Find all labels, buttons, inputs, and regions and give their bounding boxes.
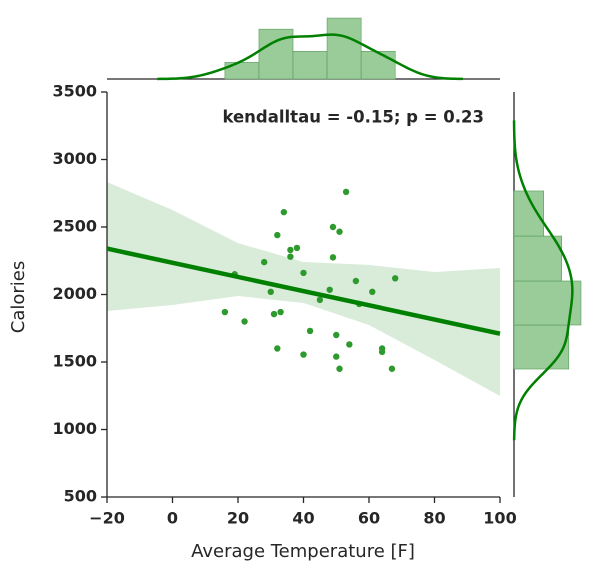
point	[333, 353, 340, 360]
y-tick-label: 3000	[52, 149, 97, 168]
point	[352, 277, 360, 285]
point	[326, 286, 333, 293]
x-tick-label: 100	[483, 509, 516, 528]
point	[287, 246, 294, 254]
point	[329, 254, 337, 261]
point	[241, 318, 248, 325]
x-axis-label: Average Temperature [F]	[191, 541, 415, 562]
point	[336, 228, 343, 235]
y-axis-label: Calories	[8, 261, 29, 333]
point	[388, 365, 396, 372]
histogram-bar	[513, 235, 562, 282]
x-tick-label: 20	[227, 509, 249, 528]
point	[336, 365, 343, 372]
point	[316, 296, 324, 304]
x-tick-label: −20	[89, 509, 125, 528]
point	[333, 331, 340, 339]
histogram-bar	[360, 51, 396, 80]
x-tick-label: 40	[292, 509, 314, 528]
point	[277, 308, 284, 316]
point	[329, 223, 337, 231]
point	[300, 351, 307, 358]
histogram-bar	[292, 51, 328, 80]
point	[221, 308, 229, 316]
histogram-bar	[513, 324, 570, 370]
y-tick-label: 2500	[52, 217, 97, 236]
point	[378, 348, 386, 356]
x-tick-label: 80	[423, 509, 445, 528]
histogram-bar	[326, 17, 362, 80]
point	[300, 269, 307, 277]
point	[342, 188, 350, 196]
point	[274, 231, 281, 239]
y-tick-label: 3500	[52, 82, 97, 101]
y-tick-label: 1000	[52, 419, 97, 438]
regression-line	[106, 246, 501, 336]
kde-curve	[157, 33, 463, 81]
point	[287, 253, 294, 260]
point	[261, 258, 268, 266]
y-tick-label: 500	[64, 487, 97, 506]
point	[392, 275, 399, 282]
point	[274, 345, 281, 352]
y-tick-label: 2000	[52, 284, 97, 303]
annotation: kendalltau = -0.15; p = 0.23	[222, 108, 484, 127]
point	[270, 310, 278, 318]
x-tick-label: 0	[167, 509, 178, 528]
point	[267, 288, 274, 295]
kde-curve	[512, 120, 574, 441]
y-tick-label: 1500	[52, 352, 97, 371]
point	[306, 327, 314, 335]
point	[293, 244, 301, 252]
point	[280, 208, 288, 216]
x-tick-label: 60	[358, 509, 380, 528]
point	[346, 341, 353, 348]
point	[369, 288, 376, 295]
